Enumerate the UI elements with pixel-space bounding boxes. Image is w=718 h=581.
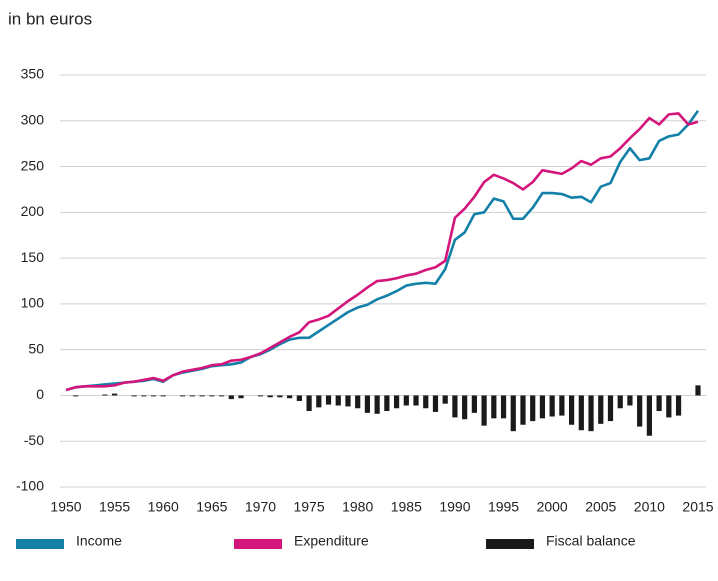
- bar: [617, 395, 623, 409]
- bar: [199, 395, 205, 397]
- line: [65, 109, 700, 392]
- bar: [695, 385, 701, 396]
- legend-swatch: [486, 539, 534, 549]
- bar: [267, 395, 273, 398]
- bar: [228, 395, 234, 400]
- bar: [238, 395, 244, 399]
- bar: [316, 395, 322, 408]
- legend-label: Expenditure: [294, 533, 369, 549]
- y-tick-label: -50: [24, 432, 44, 448]
- bar: [160, 395, 166, 397]
- bar: [306, 395, 312, 412]
- bar: [462, 395, 468, 420]
- bar: [112, 393, 118, 396]
- bar: [500, 395, 507, 419]
- bar: [666, 395, 672, 418]
- bar: [569, 395, 575, 425]
- bar: [180, 395, 186, 397]
- y-tick-label: 0: [36, 386, 44, 402]
- y-tick-label: 300: [21, 111, 45, 127]
- bar: [530, 395, 536, 422]
- bar: [374, 395, 380, 414]
- bar: [393, 395, 400, 409]
- bar: [209, 395, 215, 397]
- bar: [131, 395, 137, 397]
- line: [65, 112, 699, 392]
- bar: [607, 395, 614, 422]
- bar: [452, 395, 458, 418]
- bar: [335, 395, 341, 406]
- bar: [296, 395, 302, 401]
- bar: [481, 395, 487, 426]
- y-tick-label: 50: [28, 340, 44, 356]
- x-tick-label: 2015: [682, 499, 713, 515]
- y-tick-label: 150: [21, 249, 45, 265]
- legend-swatch: [16, 539, 64, 549]
- x-tick-label: 2005: [585, 499, 616, 515]
- bar: [384, 395, 390, 412]
- bar: [345, 395, 351, 407]
- x-tick-label: 1950: [50, 499, 81, 515]
- bar: [287, 395, 293, 399]
- bar: [578, 395, 584, 431]
- bar: [539, 395, 546, 419]
- x-tick-label: 1975: [293, 499, 324, 515]
- bar: [432, 395, 439, 412]
- bar: [364, 395, 371, 413]
- bar: [423, 395, 429, 409]
- bar: [277, 395, 283, 398]
- bar: [510, 395, 516, 432]
- bar: [520, 395, 526, 425]
- legend-swatch: [234, 539, 282, 549]
- bar: [656, 395, 662, 412]
- bar: [588, 395, 594, 432]
- bar: [471, 395, 477, 413]
- x-tick-label: 1955: [99, 499, 130, 515]
- bar: [189, 395, 195, 397]
- x-tick-label: 1990: [439, 499, 470, 515]
- bar: [150, 395, 157, 397]
- bar: [559, 395, 565, 416]
- x-tick-label: 1995: [488, 499, 519, 515]
- bar: [218, 395, 225, 397]
- y-tick-label: 100: [21, 295, 45, 311]
- y-tick-label: 250: [21, 157, 45, 173]
- x-tick-label: 1960: [148, 499, 179, 515]
- legend-label: Income: [76, 533, 122, 549]
- chart-subtitle: in bn euros: [8, 9, 92, 28]
- bar: [675, 395, 682, 416]
- bar: [637, 395, 643, 427]
- x-tick-label: 1980: [342, 499, 373, 515]
- y-tick-label: 200: [21, 203, 45, 219]
- x-tick-label: 2010: [634, 499, 665, 515]
- bar: [549, 395, 555, 417]
- bar: [355, 395, 361, 409]
- legend-label: Fiscal balance: [546, 533, 636, 549]
- bar: [141, 395, 147, 397]
- y-tick-label: 350: [21, 66, 45, 82]
- x-tick-label: 1965: [196, 499, 227, 515]
- bar: [491, 395, 497, 419]
- bar: [646, 395, 652, 436]
- bar: [102, 394, 108, 396]
- x-tick-label: 1970: [245, 499, 276, 515]
- bar: [325, 395, 332, 405]
- y-tick-label: -100: [16, 478, 44, 494]
- bar: [627, 395, 633, 406]
- bar: [403, 395, 409, 406]
- bar: [442, 395, 448, 404]
- bar: [257, 395, 264, 397]
- bar: [73, 395, 79, 397]
- bar: [413, 395, 419, 406]
- x-tick-label: 1985: [391, 499, 422, 515]
- x-tick-label: 2000: [537, 499, 568, 515]
- bar: [598, 395, 604, 424]
